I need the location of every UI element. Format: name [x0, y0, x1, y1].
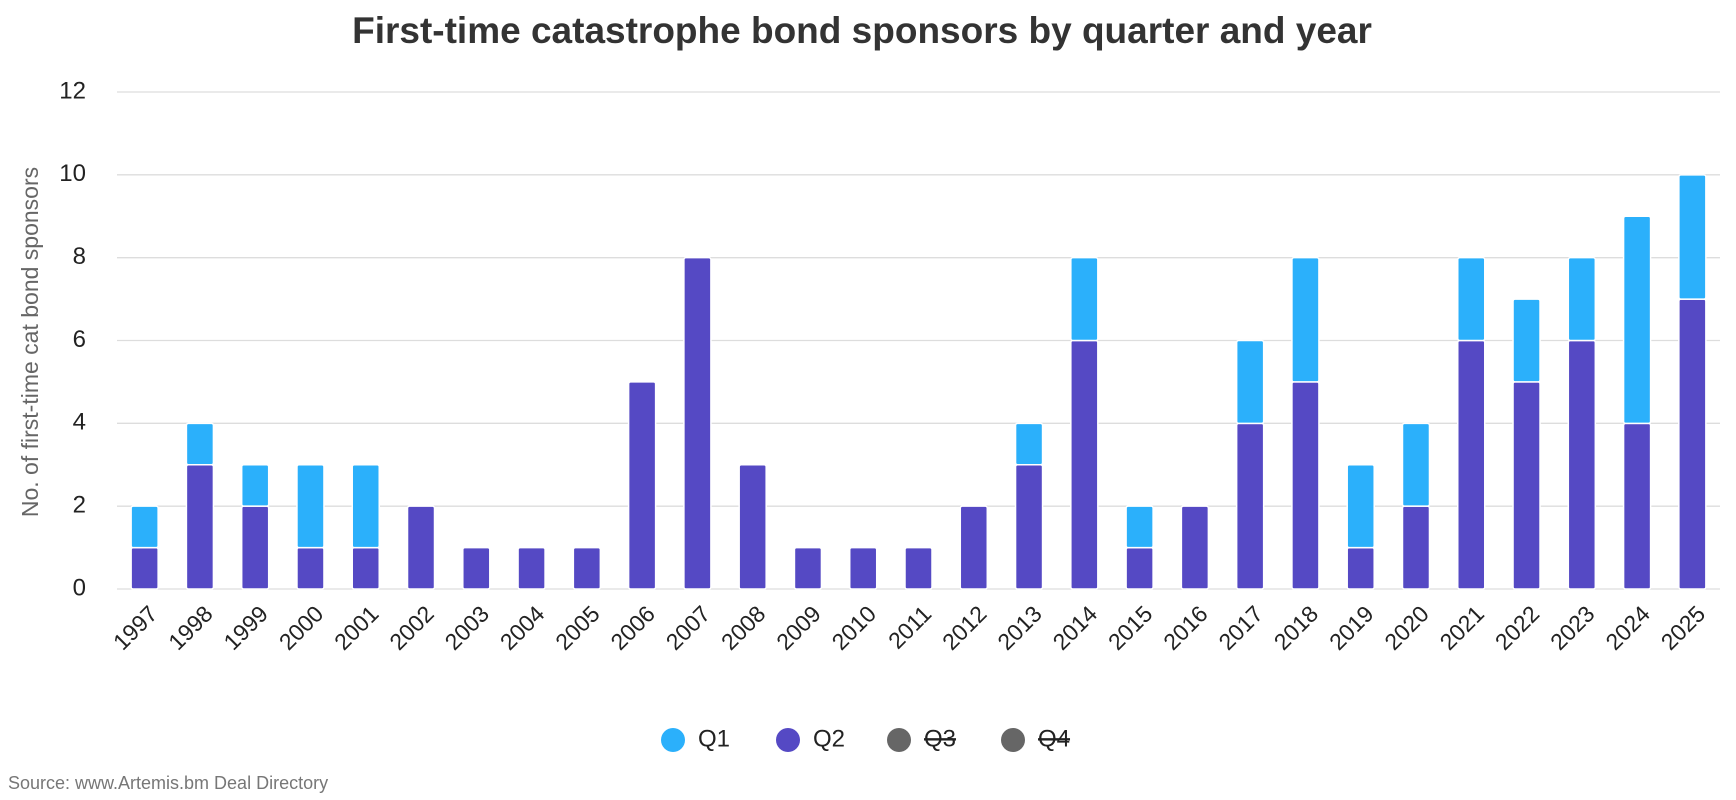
- legend-label[interactable]: Q3: [924, 725, 956, 752]
- x-tick-label: 2024: [1600, 600, 1655, 655]
- bar-segment: [185, 422, 215, 466]
- x-tick-label: 2012: [937, 600, 992, 655]
- bar-segment: [1457, 256, 1486, 342]
- bar-segment: [1014, 422, 1044, 466]
- x-tick-label: 2008: [716, 600, 771, 655]
- x-tick-label: 2019: [1324, 600, 1379, 655]
- bar-segment: [517, 546, 546, 590]
- bar-segment: [351, 546, 380, 590]
- x-tick-label: 2011: [883, 600, 936, 653]
- x-tick-label: 2018: [1269, 600, 1324, 655]
- x-tick-label: 2010: [826, 600, 881, 655]
- x-tick-label: 2002: [384, 600, 439, 655]
- legend-label[interactable]: Q1: [698, 725, 730, 752]
- bar-segment: [1622, 215, 1652, 425]
- bar-segment: [351, 464, 380, 549]
- bar-segment: [1346, 464, 1375, 549]
- legend-marker[interactable]: [661, 728, 685, 752]
- x-tick-label: 1999: [218, 600, 273, 655]
- x-tick-label: 2015: [1103, 600, 1158, 655]
- bar-segment: [130, 505, 159, 549]
- bar-segment: [1567, 256, 1597, 342]
- y-tick-label: 2: [73, 492, 86, 519]
- y-tick-label: 6: [73, 326, 86, 353]
- x-tick-label: 2007: [661, 600, 716, 655]
- chart-title: First-time catastrophe bond sponsors by …: [352, 10, 1372, 51]
- bar-segment: [1125, 505, 1154, 549]
- bar-segment: [1180, 505, 1210, 590]
- bar-segment: [406, 505, 436, 590]
- x-tick-label: 2022: [1490, 600, 1545, 655]
- x-tick-label: 1997: [108, 600, 163, 655]
- bar-segment: [1291, 381, 1320, 590]
- bar-segment: [1291, 256, 1320, 383]
- bar-segment: [959, 505, 989, 590]
- bar-segment: [572, 546, 602, 590]
- legend-label[interactable]: Q2: [813, 725, 845, 752]
- bar-segment: [793, 546, 823, 590]
- bar-segment: [296, 546, 325, 590]
- y-tick-label: 0: [73, 574, 86, 601]
- x-tick-label: 2000: [274, 600, 329, 655]
- bar-segment: [627, 381, 657, 590]
- bar-segment: [1235, 422, 1265, 590]
- x-tick-label: 2021: [1435, 600, 1490, 655]
- legend-label[interactable]: Q4: [1038, 725, 1070, 752]
- bar-segment: [1622, 422, 1652, 590]
- legend-marker[interactable]: [776, 728, 800, 752]
- bar-segment: [1070, 256, 1099, 342]
- bar-segment: [1125, 546, 1154, 590]
- bar-segment: [1457, 339, 1486, 590]
- legend-marker[interactable]: [1001, 728, 1025, 752]
- bar-segment: [1235, 339, 1265, 425]
- bar-segment: [240, 464, 270, 507]
- y-tick-label: 8: [73, 243, 86, 270]
- x-tick-label: 2020: [1379, 600, 1434, 655]
- bar-segment: [1678, 174, 1707, 300]
- bar-segment: [1014, 464, 1044, 590]
- bar-segment: [296, 464, 325, 549]
- bar-segment: [462, 546, 491, 590]
- y-tick-label: 4: [73, 409, 86, 436]
- x-tick-label: 2025: [1656, 600, 1711, 655]
- y-tick-label: 12: [59, 77, 86, 104]
- x-tick-label: 2005: [550, 600, 605, 655]
- x-tick-label: 2013: [992, 600, 1047, 655]
- x-tick-label: 2014: [1048, 600, 1103, 655]
- x-tick-label: 2016: [1158, 600, 1213, 655]
- x-tick-label: 2006: [605, 600, 660, 655]
- bar-segment: [738, 464, 767, 590]
- bar-segment: [1070, 339, 1099, 590]
- bar-segment: [1512, 298, 1541, 383]
- legend-marker[interactable]: [887, 728, 911, 752]
- bar-segment: [1512, 381, 1541, 590]
- x-tick-label: 2009: [771, 600, 826, 655]
- x-tick-label: 1998: [163, 600, 218, 655]
- x-tick-label: 2004: [495, 600, 550, 655]
- x-tick-label: 2003: [440, 600, 495, 655]
- y-tick-label: 10: [59, 160, 86, 187]
- x-tick-label: 2017: [1213, 600, 1268, 655]
- bar-segment: [1346, 546, 1375, 590]
- bar-segment: [904, 546, 933, 590]
- x-tick-label: 2001: [329, 600, 384, 655]
- source: Source: www.Artemis.bm Deal Directory: [8, 773, 328, 793]
- bar-segment: [848, 546, 878, 590]
- bar-segment: [185, 464, 215, 590]
- bar-segment: [1401, 505, 1431, 590]
- bar-segment: [240, 505, 270, 590]
- y-axis-label: No. of first-time cat bond sponsors: [17, 167, 43, 517]
- bar-segment: [683, 256, 712, 590]
- x-tick-label: 2023: [1545, 600, 1600, 655]
- bar-segment: [1678, 298, 1707, 590]
- bar-segment: [1567, 339, 1597, 590]
- bar-segment: [130, 546, 159, 590]
- bar-segment: [1401, 422, 1431, 507]
